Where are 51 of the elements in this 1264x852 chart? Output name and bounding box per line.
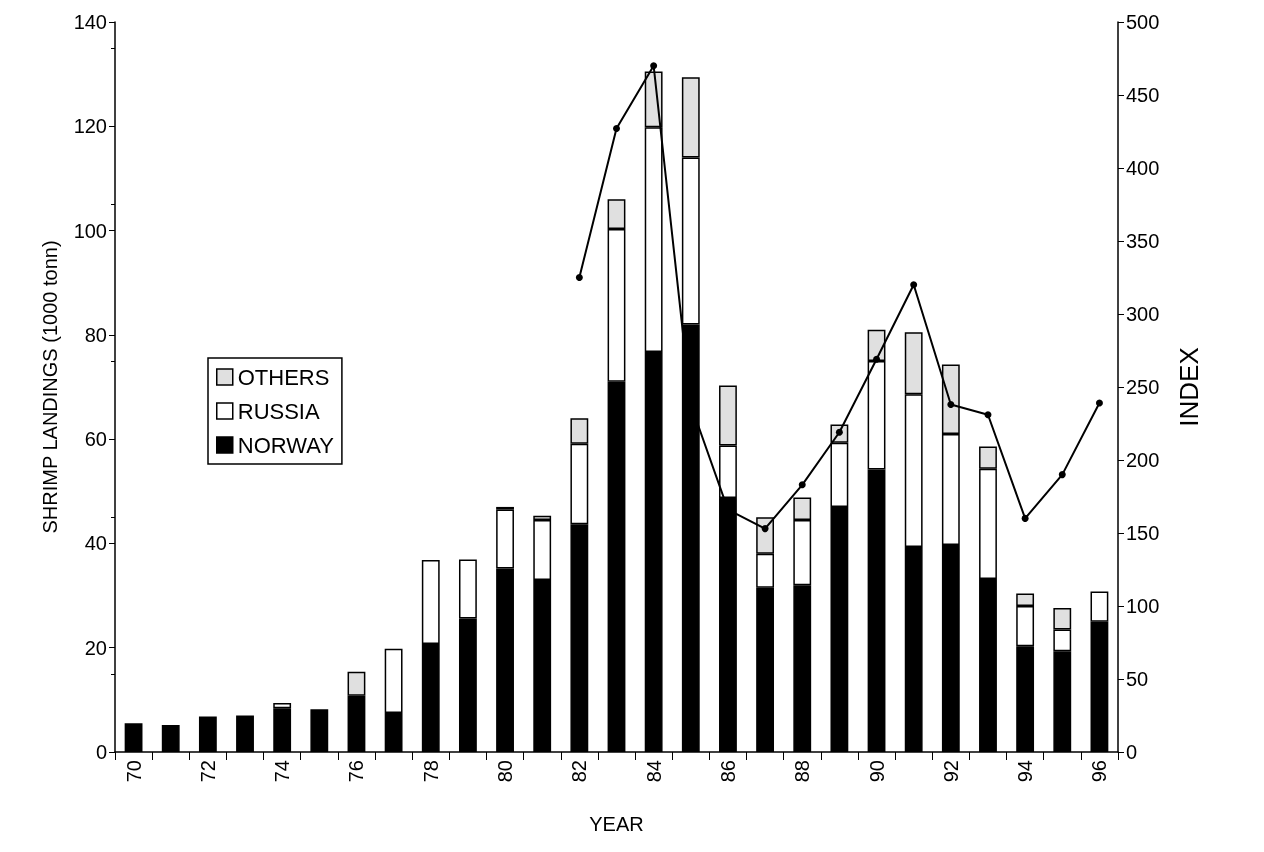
- y2-tick-label: 150: [1126, 522, 1160, 544]
- y-tick-label: 120: [73, 115, 107, 138]
- x-tick-label: 96: [1088, 760, 1111, 783]
- x-tick-label: 78: [419, 760, 442, 783]
- point: [761, 525, 769, 533]
- y2-tick-label: 350: [1126, 230, 1160, 252]
- y2-tick-label: 200: [1126, 449, 1160, 471]
- x-tick-label: 94: [1014, 760, 1037, 783]
- legend-label: NORWAY: [237, 432, 335, 458]
- x-tick-label: 82: [568, 760, 591, 783]
- point: [910, 281, 918, 289]
- point: [613, 125, 620, 133]
- x-tick-label: 74: [271, 760, 294, 783]
- point: [873, 355, 881, 363]
- y2-tick-label: 450: [1126, 84, 1160, 106]
- point: [1058, 471, 1066, 479]
- y-tick-label: 60: [84, 428, 107, 451]
- x-axis-title: YEAR: [589, 813, 644, 835]
- x-tick-label: 90: [865, 760, 888, 783]
- y-tick-label: 40: [84, 532, 107, 555]
- y2-tick-label: 500: [1126, 11, 1160, 33]
- y2-tick-label: 400: [1126, 157, 1160, 179]
- y-tick-label: 20: [84, 636, 107, 659]
- point: [1095, 399, 1103, 407]
- y-tick-label: 80: [84, 323, 107, 346]
- x-tick-label: 76: [345, 760, 368, 783]
- legend-label: RUSSIA: [237, 398, 320, 424]
- y2-tick-label: 50: [1126, 668, 1149, 690]
- y2-tick-label: 100: [1126, 595, 1160, 617]
- x-tick-label: 72: [196, 760, 219, 783]
- y-tick-label: 100: [73, 219, 107, 242]
- x-tick-label: 70: [122, 760, 145, 783]
- point: [650, 62, 658, 70]
- y2-tick-label: 250: [1126, 376, 1160, 398]
- y-axis-title: SHRIMP LANDINGS (1000 tonn): [39, 240, 61, 534]
- y2-tick-label: 0: [1126, 741, 1138, 763]
- point: [798, 481, 806, 489]
- point: [575, 274, 583, 281]
- point: [1021, 514, 1029, 522]
- x-tick-label: 92: [939, 760, 962, 783]
- x-tick-label: 84: [642, 760, 665, 783]
- x-tick-label: 88: [791, 760, 814, 783]
- legend-label: OTHERS: [237, 364, 330, 390]
- x-tick-label: 80: [494, 760, 517, 783]
- y-tick-label: 140: [73, 11, 107, 33]
- x-tick-label: 86: [716, 760, 739, 783]
- point: [984, 411, 992, 419]
- y-tick-label: 0: [95, 741, 107, 763]
- point: [947, 401, 955, 409]
- y2-tick-label: 300: [1126, 303, 1160, 325]
- y2-axis-title: INDEX: [1174, 347, 1204, 427]
